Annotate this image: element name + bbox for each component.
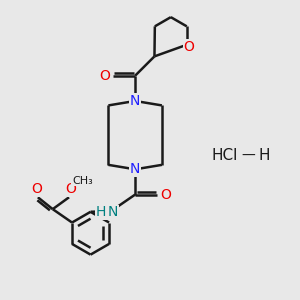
Text: CH₃: CH₃ — [72, 176, 93, 186]
Text: O: O — [160, 188, 171, 202]
Text: O: O — [99, 69, 110, 83]
Text: —: — — [241, 149, 255, 163]
Text: H: H — [96, 206, 106, 219]
Text: H: H — [259, 148, 270, 164]
Text: N: N — [130, 94, 140, 108]
Text: O: O — [31, 182, 42, 196]
Text: N: N — [108, 206, 118, 219]
Text: N: N — [130, 162, 140, 176]
Text: O: O — [184, 40, 195, 54]
Text: O: O — [65, 182, 76, 196]
Text: HCl: HCl — [211, 148, 238, 164]
